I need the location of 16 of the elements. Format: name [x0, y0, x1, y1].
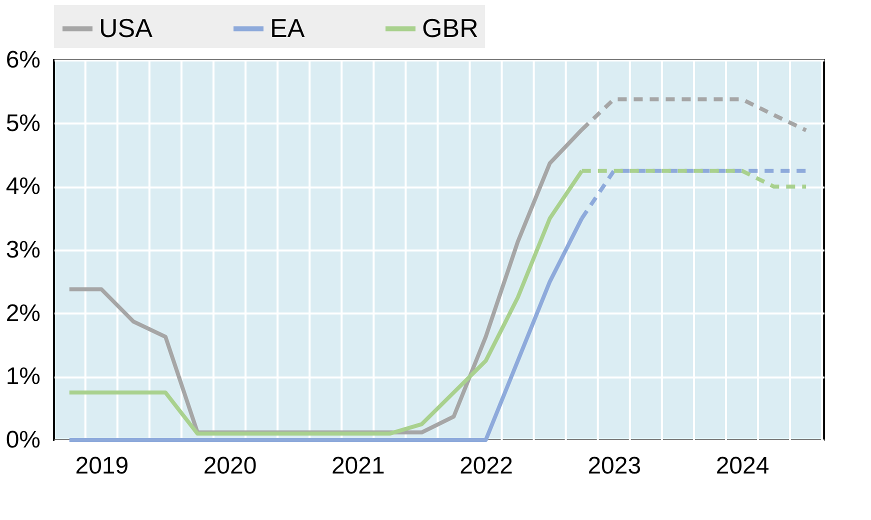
y-tick-label: 2%: [6, 300, 40, 327]
x-tick-label: 2020: [203, 452, 257, 480]
y-tick-label: 3%: [6, 236, 40, 264]
legend-label: GBR: [422, 12, 478, 43]
y-tick-label: 4%: [6, 173, 40, 200]
y-tick-label: 5%: [6, 110, 40, 137]
y-tick-label: 1%: [6, 363, 40, 390]
x-tick-label: 2021: [331, 452, 385, 480]
x-tick-label: 2022: [460, 452, 513, 480]
y-tick-label: 6%: [6, 46, 40, 74]
legend-label: USA: [99, 12, 154, 43]
legend-label: EA: [270, 12, 306, 43]
y-tick-label: 0%: [6, 426, 40, 454]
x-tick-label: 2023: [588, 452, 642, 480]
x-tick-label: 2024: [716, 452, 770, 480]
x-tick-label: 2019: [75, 452, 129, 480]
